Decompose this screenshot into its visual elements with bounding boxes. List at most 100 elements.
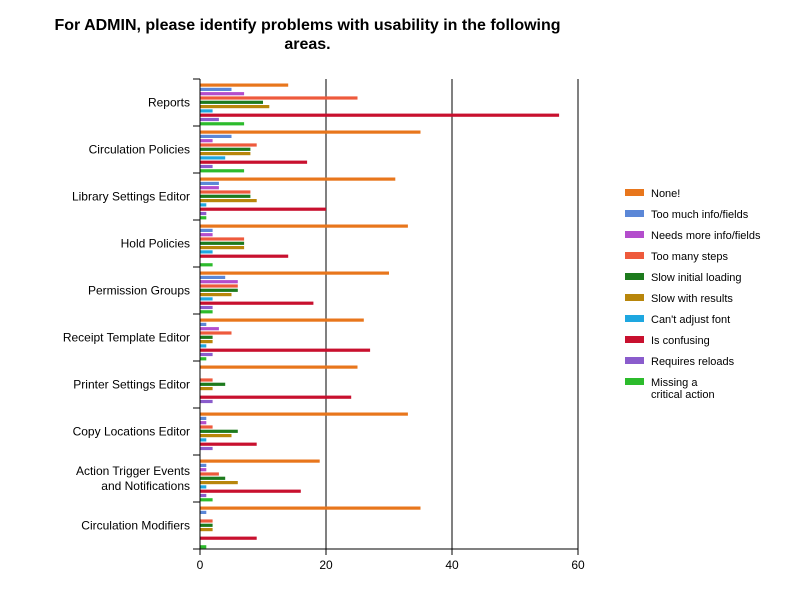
legend-swatch-2 (625, 210, 644, 217)
bar-1-7 (200, 365, 358, 369)
bar-9-2 (200, 164, 213, 169)
bar-8-10 (200, 536, 257, 540)
category-label-2: Circulation Policies (89, 143, 190, 157)
bar-4-10 (200, 519, 213, 523)
bar-5-3 (200, 194, 251, 198)
bar-6-6 (200, 340, 213, 344)
bar-1-8 (200, 412, 408, 416)
category-label-9-2: and Notifications (101, 479, 190, 493)
bar-7-2 (200, 156, 226, 160)
bar-9-1 (200, 117, 219, 122)
legend-label-10-1: Missing a (651, 377, 698, 389)
bar-9-5 (200, 305, 213, 310)
legend-swatch-4 (625, 252, 644, 259)
x-tick-label-40: 40 (445, 558, 459, 572)
bar-2-2 (200, 134, 232, 138)
chart-title-line-2: areas. (284, 36, 331, 53)
legend-swatch-1 (625, 189, 644, 196)
legend-swatch-6 (625, 294, 644, 301)
bar-10-10 (200, 545, 207, 549)
legend-label-9: Requires reloads (651, 356, 735, 368)
bar-8-8 (200, 442, 257, 446)
bar-6-5 (200, 293, 232, 297)
bar-2-10 (200, 510, 207, 514)
bar-3-3 (200, 186, 219, 190)
bar-4-4 (200, 237, 245, 241)
bar-7-1 (200, 109, 213, 113)
bar-6-2 (200, 152, 251, 156)
bar-4-3 (200, 190, 251, 194)
bar-8-3 (200, 207, 326, 211)
category-label-10: Circulation Modifiers (81, 519, 190, 533)
x-tick-label-0: 0 (197, 558, 204, 572)
bar-6-4 (200, 246, 245, 250)
bar-6-9 (200, 481, 238, 485)
bar-3-1 (200, 92, 245, 96)
bar-5-8 (200, 429, 238, 433)
bar-1-6 (200, 318, 364, 322)
bar-2-4 (200, 228, 213, 232)
bar-7-5 (200, 297, 213, 301)
category-label-9-1: Action Trigger Events (76, 464, 190, 478)
bar-9-9 (200, 493, 207, 498)
bar-2-3 (200, 181, 219, 185)
legend-label-10-2: critical action (651, 389, 715, 401)
bar-7-8 (200, 438, 207, 442)
bar-5-1 (200, 100, 263, 104)
bar-7-6 (200, 344, 207, 348)
legend-label-2: Too much info/fields (651, 209, 749, 221)
legend-label-5: Slow initial loading (651, 272, 742, 284)
bar-7-3 (200, 203, 207, 207)
category-label-5: Permission Groups (88, 284, 190, 298)
x-tick-label-60: 60 (571, 558, 585, 572)
bar-3-9 (200, 468, 207, 472)
bar-1-2 (200, 130, 421, 134)
bar-10-3 (200, 216, 207, 220)
bar-2-1 (200, 87, 232, 91)
bar-10-9 (200, 498, 213, 502)
bar-1-9 (200, 459, 320, 463)
bar-8-1 (200, 113, 560, 117)
bar-5-4 (200, 241, 245, 245)
bar-8-9 (200, 489, 301, 493)
legend-label-6: Slow with results (651, 293, 733, 305)
bar-3-2 (200, 139, 213, 143)
bar-7-4 (200, 250, 213, 254)
bar-1-5 (200, 271, 389, 275)
bar-5-7 (200, 382, 226, 386)
category-label-7: Printer Settings Editor (73, 378, 190, 392)
bar-1-10 (200, 506, 421, 510)
bar-10-5 (200, 310, 213, 314)
bar-5-6 (200, 335, 213, 339)
bar-7-9 (200, 485, 207, 489)
bar-2-5 (200, 275, 226, 279)
bar-9-7 (200, 399, 213, 404)
bar-6-10 (200, 528, 213, 532)
legend-label-4: Too many steps (651, 251, 729, 263)
legend-label-7: Can't adjust font (651, 314, 730, 326)
bar-8-5 (200, 301, 314, 305)
bar-6-3 (200, 199, 257, 203)
bar-5-9 (200, 476, 226, 480)
category-label-4: Hold Policies (121, 237, 190, 251)
x-tick-label-20: 20 (319, 558, 333, 572)
bar-4-9 (200, 472, 219, 476)
bar-10-6 (200, 357, 207, 361)
legend-swatch-5 (625, 273, 644, 280)
legend-label-8: Is confusing (651, 335, 710, 347)
bar-9-3 (200, 211, 207, 216)
bar-8-7 (200, 395, 352, 399)
bar-2-8 (200, 416, 207, 420)
legend-swatch-7 (625, 315, 644, 322)
bar-4-8 (200, 425, 213, 429)
chart-title-line-1: For ADMIN, please identify problems with… (54, 17, 561, 34)
legend-swatch-9 (625, 357, 644, 364)
bar-2-6 (200, 322, 207, 326)
bar-10-4 (200, 263, 213, 267)
bar-1-3 (200, 177, 396, 181)
bar-8-4 (200, 254, 289, 258)
bar-8-6 (200, 348, 371, 352)
bar-6-1 (200, 105, 270, 109)
